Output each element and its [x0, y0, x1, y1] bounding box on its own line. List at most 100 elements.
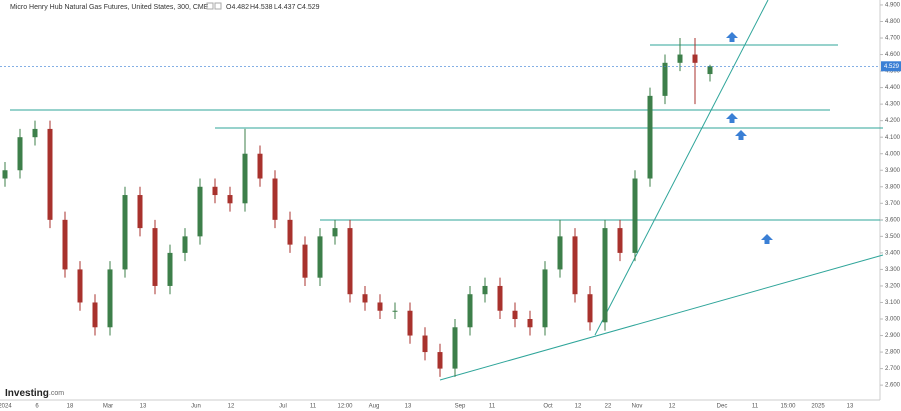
candle-body	[347, 228, 353, 295]
trend-line	[439, 254, 884, 381]
candle-body	[137, 195, 143, 229]
candle-body	[362, 294, 368, 303]
candle-body	[632, 178, 638, 253]
candle-body	[407, 310, 413, 336]
ohlc-close: C4.529	[297, 4, 320, 11]
x-tick-label: Jul	[279, 404, 287, 410]
x-tick-label: Mar	[103, 404, 113, 410]
candle-body	[707, 66, 713, 75]
x-tick-label: 12	[669, 404, 676, 410]
y-tick-label: 2.900	[885, 333, 901, 339]
x-tick-label: 13	[847, 404, 854, 410]
y-tick-label: 3.400	[885, 250, 901, 256]
candle-body	[62, 219, 68, 270]
y-tick-label: 4.700	[885, 36, 901, 42]
candle-body	[92, 302, 98, 328]
candle-body	[467, 294, 473, 328]
x-tick-label: Nov	[632, 404, 643, 410]
candle-body	[257, 153, 263, 179]
candle-body	[17, 137, 23, 171]
x-tick-label: Oct	[543, 404, 553, 410]
y-tick-label: 3.000	[885, 317, 901, 323]
candle-body	[557, 236, 563, 270]
candle-body	[617, 228, 623, 253]
candle-body	[482, 285, 488, 295]
brand: Investing.com	[5, 388, 64, 399]
candle-body	[77, 269, 83, 303]
y-tick-label: 3.300	[885, 267, 901, 273]
ohlc-low: L4.437	[274, 4, 296, 11]
ohlc-open: O4.482	[226, 4, 249, 11]
y-tick-label: 4.100	[885, 135, 901, 141]
x-tick-label: 12	[228, 404, 235, 410]
y-tick-label: 3.200	[885, 284, 901, 290]
y-tick-label: 2.600	[885, 383, 901, 389]
y-tick-label: 4.300	[885, 102, 901, 108]
x-tick-label: 18	[67, 404, 74, 410]
candle-body	[302, 244, 308, 278]
y-tick-label: 3.100	[885, 300, 901, 306]
candle-body	[242, 153, 248, 204]
y-tick-label: 4.400	[885, 85, 901, 91]
candle-body	[332, 228, 338, 237]
y-tick-label: 4.900	[885, 3, 901, 9]
x-tick-label: 11	[310, 404, 317, 410]
arrow-up	[726, 32, 738, 42]
brand-name: Investing	[5, 388, 49, 399]
header-icon	[206, 2, 214, 10]
y-tick-label: 4.600	[885, 52, 901, 58]
y-tick-label: 4.200	[885, 118, 901, 124]
ohlc-high: H4.538	[250, 4, 273, 11]
candle-body	[182, 236, 188, 253]
y-tick-label: 4.800	[885, 19, 901, 25]
candle-body	[692, 54, 698, 63]
candle-body	[437, 352, 443, 369]
candle-body	[452, 327, 458, 369]
y-tick-label: 2.700	[885, 366, 901, 372]
candle-body	[197, 186, 203, 237]
y-tick-label: 2.800	[885, 350, 901, 356]
y-tick-label: 3.900	[885, 168, 901, 174]
x-tick-label: 11	[752, 404, 759, 410]
candle-body	[317, 236, 323, 278]
candle-body	[527, 319, 533, 328]
arrow-up	[726, 113, 738, 123]
x-tick-label: 22	[605, 404, 612, 410]
candle-body	[392, 310, 398, 312]
candle-body	[542, 269, 548, 328]
candle-body	[677, 54, 683, 63]
candle-body	[272, 178, 278, 220]
candle-body	[167, 252, 173, 286]
drawings	[10, 0, 884, 381]
x-tick-label: 15:00	[780, 404, 796, 410]
header-icon	[214, 2, 222, 10]
x-tick-label: Jun	[191, 404, 201, 410]
candle-body	[572, 236, 578, 295]
y-tick-label: 3.700	[885, 201, 901, 207]
x-tick-label: 13	[140, 404, 147, 410]
candle-body	[2, 170, 8, 179]
x-tick-label: 12:00	[337, 404, 353, 410]
candle-body	[32, 128, 38, 138]
candle-body	[212, 186, 218, 196]
candle-body	[377, 302, 383, 311]
candle-body	[287, 219, 293, 245]
arrow-up	[735, 130, 747, 140]
y-tick-label: 4.500	[885, 69, 901, 75]
last-price-box	[881, 61, 901, 72]
candle-body	[107, 269, 113, 328]
y-tick-label: 3.600	[885, 217, 901, 223]
arrows	[726, 32, 773, 244]
chart-title: Micro Henry Hub Natural Gas Futures, Uni…	[10, 4, 209, 11]
candle-body	[152, 228, 158, 286]
y-tick-label: 3.800	[885, 184, 901, 190]
x-tick-label: 11	[489, 404, 496, 410]
x-tick-label: 2024	[0, 404, 12, 410]
trend-line	[594, 0, 769, 336]
brand-suffix: .com	[49, 390, 64, 397]
x-tick-label: 12	[575, 404, 582, 410]
arrow-up	[761, 234, 773, 244]
candle-body	[602, 228, 608, 323]
